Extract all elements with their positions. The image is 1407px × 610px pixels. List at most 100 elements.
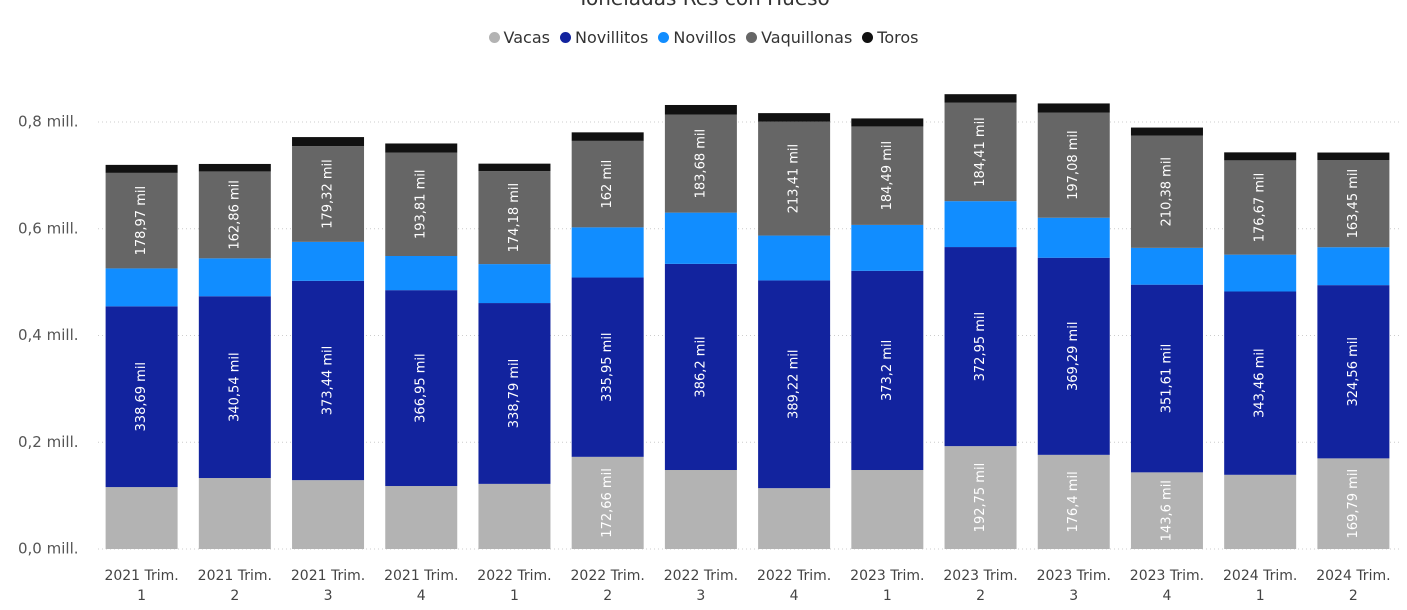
bar-segment [758, 280, 831, 489]
bar-segment [198, 171, 271, 259]
data-label: 335,95 mil [600, 332, 615, 402]
data-label: 197,08 mil [1066, 130, 1081, 200]
x-tick-label: 2022 Trim. 3 [663, 568, 739, 604]
x-tick-label: 2021 Trim. 3 [290, 568, 366, 604]
data-label: 163,45 mil [1346, 169, 1361, 239]
data-label: 162 mil [600, 160, 615, 209]
bar-segment [1130, 127, 1203, 136]
data-label: 340,54 mil [227, 352, 242, 422]
bar-segment [758, 121, 831, 236]
bar-segment [478, 483, 551, 549]
y-tick-label: 0,8 mill. [18, 113, 79, 131]
data-label: 343,46 mil [1253, 348, 1268, 418]
data-label: 162,86 mil [227, 180, 242, 250]
x-tick-label: 2021 Trim. 2 [197, 568, 272, 604]
legend-item: Toros [862, 28, 918, 47]
x-tick-label: 2024 Trim. 1 [1223, 568, 1298, 604]
data-label: 174,18 mil [507, 183, 522, 253]
chart-title: Toneladas Res con Hueso [0, 0, 1407, 10]
data-label: 372,95 mil [973, 312, 988, 382]
bar-segment [385, 290, 458, 487]
bar-segment [1317, 152, 1390, 161]
bar-segment [664, 212, 737, 264]
data-label: 386,2 mil [693, 336, 708, 397]
x-tick-label: 2023 Trim. 3 [1036, 568, 1111, 604]
legend-item: Vaquillonas [746, 28, 852, 47]
bar-segment [571, 227, 644, 278]
bar-segment [385, 486, 458, 549]
x-tick-label: 2024 Trim. 2 [1316, 568, 1391, 604]
bar-segment [198, 296, 271, 479]
data-label: 373,44 mil [321, 346, 336, 416]
bar-segment [1037, 112, 1110, 218]
y-tick-label: 0,2 mill. [18, 433, 79, 451]
bar-segment [198, 258, 271, 297]
y-tick-label: 0,4 mill. [18, 326, 79, 344]
bar-segment [851, 470, 924, 549]
bar-segment [571, 132, 644, 141]
bar-segment [385, 152, 458, 256]
bar-segment [1130, 472, 1203, 549]
bar-segment [1224, 474, 1297, 549]
bar-segment [292, 146, 365, 242]
bar-segment [478, 303, 551, 484]
bar-segment [292, 280, 365, 481]
bar-segment [1037, 103, 1110, 113]
bar-segment [664, 470, 737, 549]
bar-segment [944, 201, 1017, 248]
bar-segment [851, 126, 924, 225]
bar-segment [1130, 284, 1203, 473]
data-label: 169,79 mil [1346, 469, 1361, 539]
x-tick-label: 2023 Trim. 1 [850, 568, 925, 604]
bar-segment [1130, 247, 1203, 285]
data-label: 366,95 mil [414, 353, 429, 423]
x-tick-label: 2022 Trim. 1 [477, 568, 552, 604]
data-label: 338,69 mil [134, 362, 149, 432]
x-tick-label: 2023 Trim. 2 [943, 568, 1018, 604]
y-tick-label: 0,0 mill. [18, 540, 79, 558]
bar-segment [105, 164, 178, 173]
bar-segment [944, 94, 1017, 103]
data-label: 176,67 mil [1253, 173, 1268, 243]
bar-segment [105, 306, 178, 488]
legend-item: Novillos [658, 28, 736, 47]
data-label: 369,29 mil [1066, 322, 1081, 392]
bar-segment [664, 104, 737, 115]
bar-segment [1224, 160, 1297, 255]
bar-segment [944, 446, 1017, 549]
bar-segment [571, 140, 644, 228]
x-tick-label: 2022 Trim. 2 [570, 568, 645, 604]
bar-segment [478, 264, 551, 304]
legend: Vacas Novillitos Novillos Vaquillonas Toros [0, 28, 1407, 47]
data-label: 183,68 mil [693, 129, 708, 199]
legend-swatch [559, 32, 571, 43]
bar-segment [478, 171, 551, 265]
bar-segment [1037, 257, 1110, 455]
bar-segment [1317, 160, 1390, 248]
bar-segment [1317, 458, 1390, 549]
x-tick-label: 2023 Trim. 4 [1129, 568, 1205, 604]
bar-segment [944, 102, 1017, 202]
bar-segment [292, 241, 365, 281]
x-tick-label: 2021 Trim. 1 [104, 568, 179, 604]
data-label: 193,81 mil [414, 170, 429, 240]
data-label: 184,41 mil [973, 117, 988, 187]
bar-segment [1317, 247, 1390, 286]
bar-segment [105, 487, 178, 549]
bar-segment [1037, 217, 1110, 258]
legend-swatch [746, 32, 758, 43]
bar-segment [571, 456, 644, 549]
bar-segment [758, 113, 831, 122]
data-label: 143,6 mil [1159, 480, 1174, 541]
data-label: 338,79 mil [507, 359, 522, 429]
data-label: 192,75 mil [973, 463, 988, 533]
data-label: 324,56 mil [1346, 337, 1361, 407]
bar-segment [478, 163, 551, 172]
bar-segment [664, 114, 737, 213]
bar-segment [1130, 135, 1203, 248]
legend-item: Novillitos [559, 28, 648, 47]
bar-segment [851, 118, 924, 127]
data-label: 210,38 mil [1159, 157, 1174, 227]
